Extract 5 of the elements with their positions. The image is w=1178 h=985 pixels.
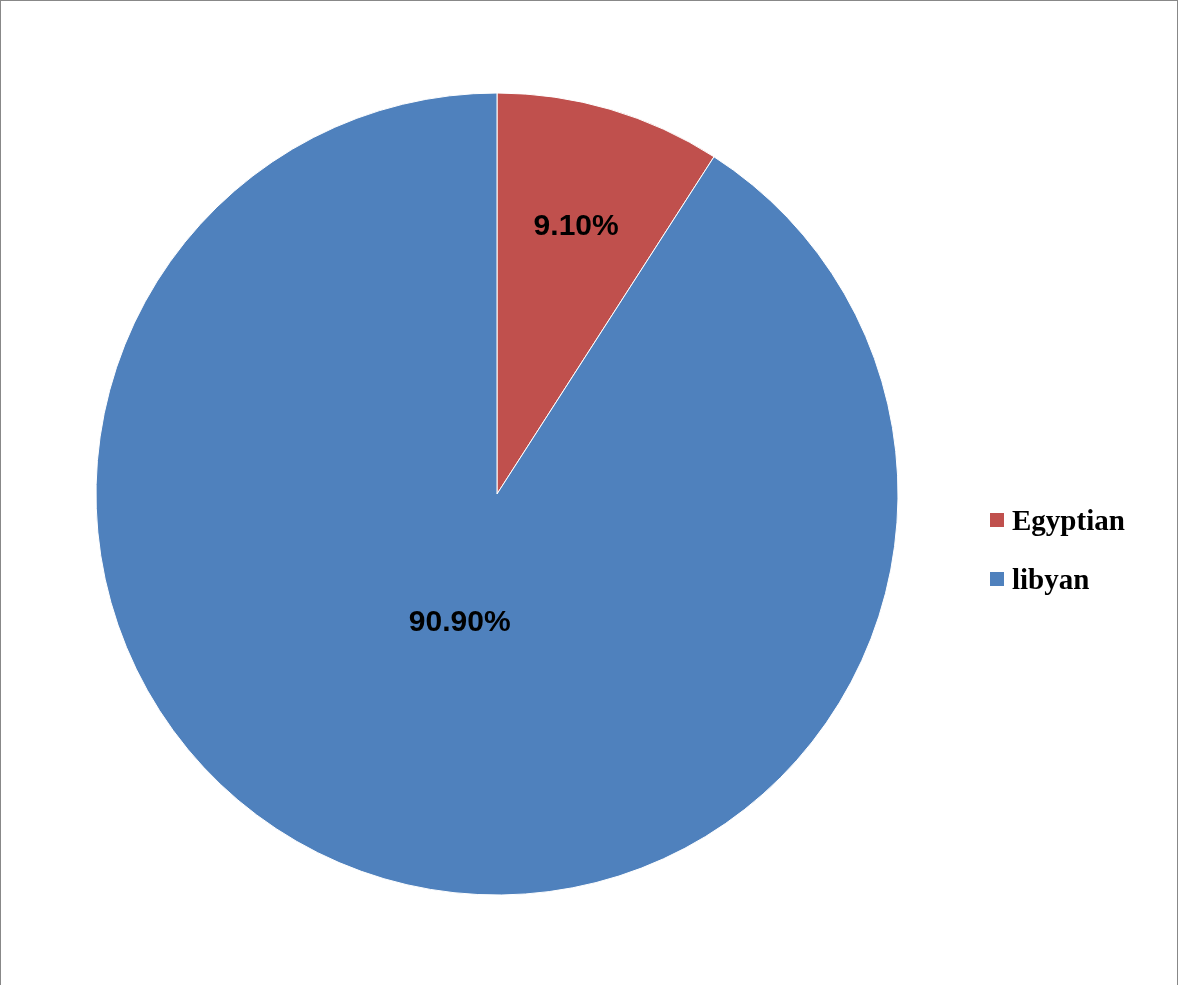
legend-label: libyan <box>1012 563 1090 595</box>
data-label: 90.90% <box>408 604 511 638</box>
pie-slice <box>95 92 899 896</box>
legend-label: Egyptian <box>1012 504 1125 536</box>
data-label: 9.10% <box>533 208 619 242</box>
